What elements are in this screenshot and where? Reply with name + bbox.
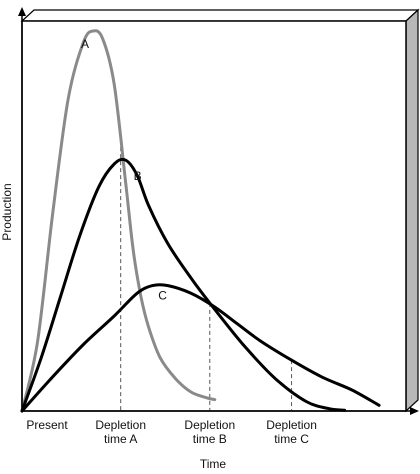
x-tick-label: time B (193, 432, 227, 446)
frame-right-face (405, 8, 419, 413)
x-tick-label: Depletion (95, 418, 146, 432)
x-tick-label: time C (274, 432, 309, 446)
x-axis-label: Time (200, 457, 227, 471)
y-axis-label: Production (0, 183, 14, 240)
x-tick-label: Depletion (184, 418, 235, 432)
depletion-markers (120, 140, 293, 411)
y-axis-arrow-icon (18, 7, 26, 16)
x-axis-arrow-icon (410, 407, 419, 415)
plot-area (21, 20, 407, 412)
series-label-c: C (158, 289, 167, 303)
series-line-b (20, 157, 347, 413)
series-line-a (20, 29, 217, 413)
series-label-b: B (134, 169, 142, 183)
x-tick-label: time A (104, 432, 137, 446)
series-line-c (20, 283, 381, 413)
series-lines (20, 29, 381, 413)
frame-top-face (20, 9, 420, 22)
series-labels: A B C (81, 37, 167, 303)
series-label-a: A (81, 37, 89, 51)
x-tick-label: Present (26, 418, 68, 432)
x-tick-label: Depletion (266, 418, 317, 432)
